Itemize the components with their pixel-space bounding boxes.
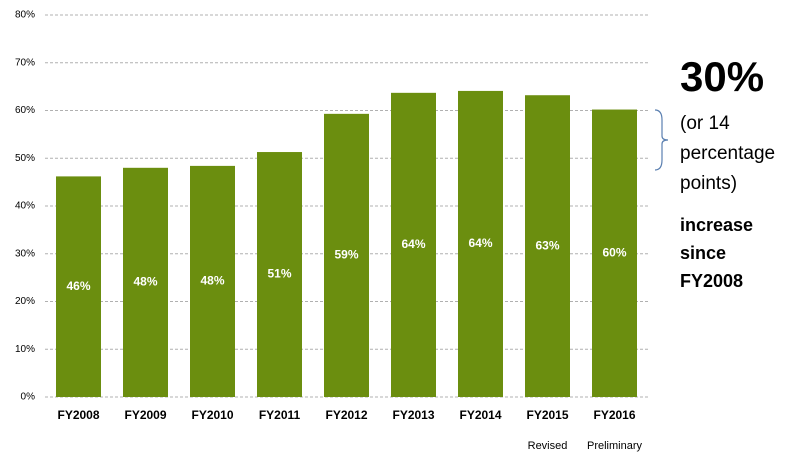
bar xyxy=(56,176,101,397)
y-tick-label: 10% xyxy=(15,344,35,355)
category-note: Preliminary xyxy=(587,440,643,452)
y-tick-label: 30% xyxy=(15,248,35,259)
value-label: 48% xyxy=(133,275,157,289)
bar xyxy=(525,95,570,397)
y-tick-label: 0% xyxy=(21,392,36,403)
x-tick-label: FY2014 xyxy=(459,408,501,422)
y-tick-label: 50% xyxy=(15,153,35,164)
y-tick-label: 80% xyxy=(15,10,35,21)
value-label: 60% xyxy=(602,245,626,259)
bar xyxy=(324,113,369,397)
x-tick-label: FY2008 xyxy=(57,408,99,422)
annotation-detail: (or 14 xyxy=(680,113,730,134)
y-tick-label: 20% xyxy=(15,296,35,307)
category-note: Revised xyxy=(528,440,568,452)
annotation-detail: percentage xyxy=(680,143,775,164)
x-tick-label: FY2012 xyxy=(325,408,367,422)
annotation-conclusion: increase xyxy=(680,215,753,235)
value-label: 48% xyxy=(200,274,224,288)
bar xyxy=(257,152,302,397)
annotation-highlight: 30% xyxy=(680,53,764,100)
bar xyxy=(391,92,436,398)
annotation-conclusion: since xyxy=(680,243,726,263)
x-tick-label: FY2009 xyxy=(124,408,166,422)
value-label: 59% xyxy=(334,248,358,262)
x-tick-label: FY2015 xyxy=(526,408,568,422)
value-label: 64% xyxy=(468,236,492,250)
bar xyxy=(592,109,637,398)
x-tick-label: FY2011 xyxy=(259,408,301,422)
x-tick-label: FY2010 xyxy=(191,408,233,422)
annotation-conclusion: FY2008 xyxy=(680,271,743,291)
value-label: 64% xyxy=(401,237,425,251)
y-tick-label: 70% xyxy=(15,57,35,68)
bar xyxy=(123,167,168,397)
value-label: 63% xyxy=(535,238,559,252)
annotation-detail: points) xyxy=(680,173,737,194)
x-tick-label: FY2016 xyxy=(593,408,635,422)
y-tick-label: 60% xyxy=(15,105,35,116)
value-label: 46% xyxy=(66,279,90,293)
bar xyxy=(190,165,235,397)
bracket xyxy=(654,109,669,171)
bar xyxy=(458,90,503,398)
y-tick-label: 40% xyxy=(15,201,35,212)
value-label: 51% xyxy=(267,267,291,281)
x-tick-label: FY2013 xyxy=(392,408,434,422)
